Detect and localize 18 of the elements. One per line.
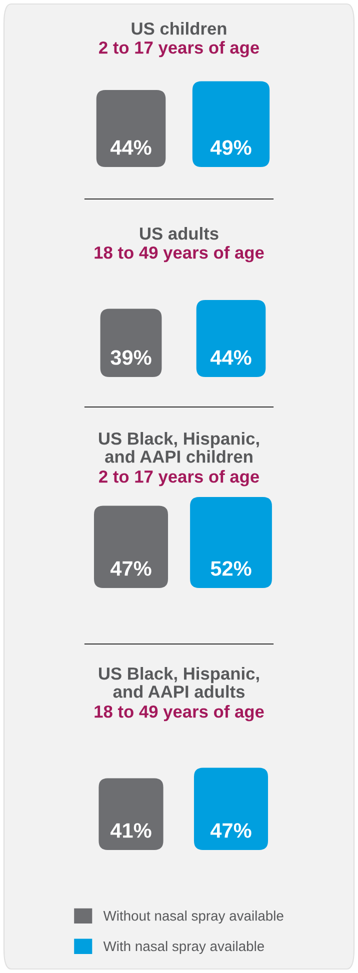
chart-title: US adults — [140, 227, 218, 240]
data-label: 52% — [210, 561, 252, 576]
legend-label: Without nasal spray available — [103, 910, 284, 924]
chart-title: US Black, Hispanic, and AAPI adults — [98, 667, 259, 698]
chart-title: US children — [132, 22, 226, 35]
data-label: 44% — [210, 350, 252, 365]
legend-label: With nasal spray available — [103, 940, 264, 954]
data-label: 47% — [210, 823, 252, 838]
chart-subtitle: 18 to 49 years of age — [94, 705, 264, 722]
data-label: 41% — [110, 823, 152, 838]
chart-subtitle: 2 to 17 years of age — [99, 41, 259, 58]
chart-subtitle: 18 to 49 years of age — [94, 246, 264, 262]
data-label: 49% — [210, 140, 252, 155]
chart-title: US Black, Hispanic, and AAPI children — [98, 432, 259, 463]
data-label: 39% — [110, 350, 152, 365]
data-label: 47% — [110, 561, 152, 576]
chart-subtitle: 2 to 17 years of age — [99, 470, 259, 486]
data-label: 44% — [110, 140, 152, 155]
